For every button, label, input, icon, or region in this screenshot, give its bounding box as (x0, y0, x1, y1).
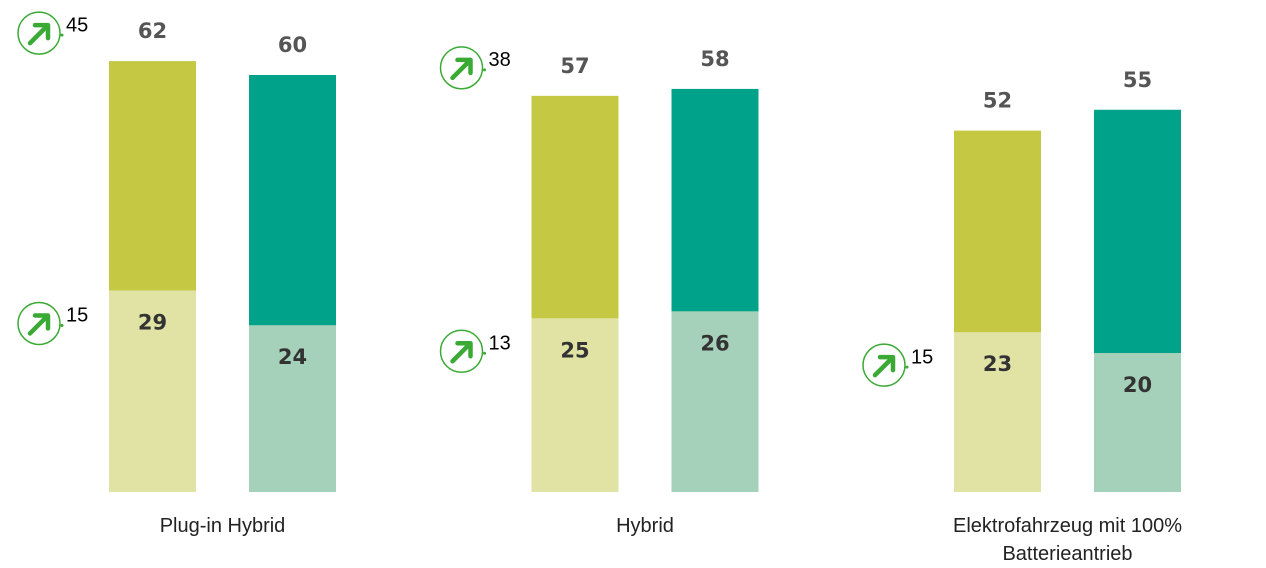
trend-arrow (27, 22, 51, 46)
category-label: Hybrid (616, 515, 674, 537)
trend-arrow (872, 354, 896, 378)
value-label: 60 (278, 33, 307, 57)
trend-annotation: 15 (17, 301, 88, 346)
trend-annotation: 13 (439, 329, 511, 373)
bar-part (109, 290, 196, 492)
trend-dot (905, 365, 909, 369)
trend-arrow (27, 313, 51, 336)
bar-part (1094, 353, 1181, 492)
trend-arrow (450, 341, 473, 364)
trend-value: 38 (489, 49, 511, 71)
part-label: 29 (138, 310, 167, 334)
trend-annotation: 15 (862, 343, 933, 387)
trend-dot (483, 68, 486, 72)
trend-dot (483, 351, 486, 355)
value-label: 57 (560, 54, 589, 78)
part-label: 25 (560, 338, 589, 362)
bar-part (671, 311, 759, 492)
value-label: 58 (700, 47, 729, 71)
trend-annotation: 38 (439, 46, 511, 90)
bar-part (531, 318, 619, 492)
trend-value: 15 (911, 346, 933, 368)
bar-part (954, 332, 1041, 492)
value-label: 62 (138, 19, 167, 43)
trend-dot (60, 33, 64, 37)
trend-value: 45 (66, 14, 88, 36)
trend-arrow (450, 57, 473, 81)
trend-annotation: 45 (17, 11, 88, 55)
category-label: Elektrofahrzeug mit 100% Batterieantrieb (952, 515, 1182, 565)
trend-value: 13 (489, 333, 511, 355)
part-label: 23 (983, 352, 1012, 376)
value-label: 52 (983, 89, 1012, 113)
part-label: 24 (278, 345, 307, 369)
trend-dot (60, 323, 64, 327)
bar-part (249, 325, 336, 492)
trend-value: 15 (66, 305, 88, 327)
value-label: 55 (1123, 68, 1152, 92)
part-label: 20 (1123, 373, 1152, 397)
category-label: Plug-in Hybrid (159, 515, 286, 537)
part-label: 26 (700, 331, 729, 355)
